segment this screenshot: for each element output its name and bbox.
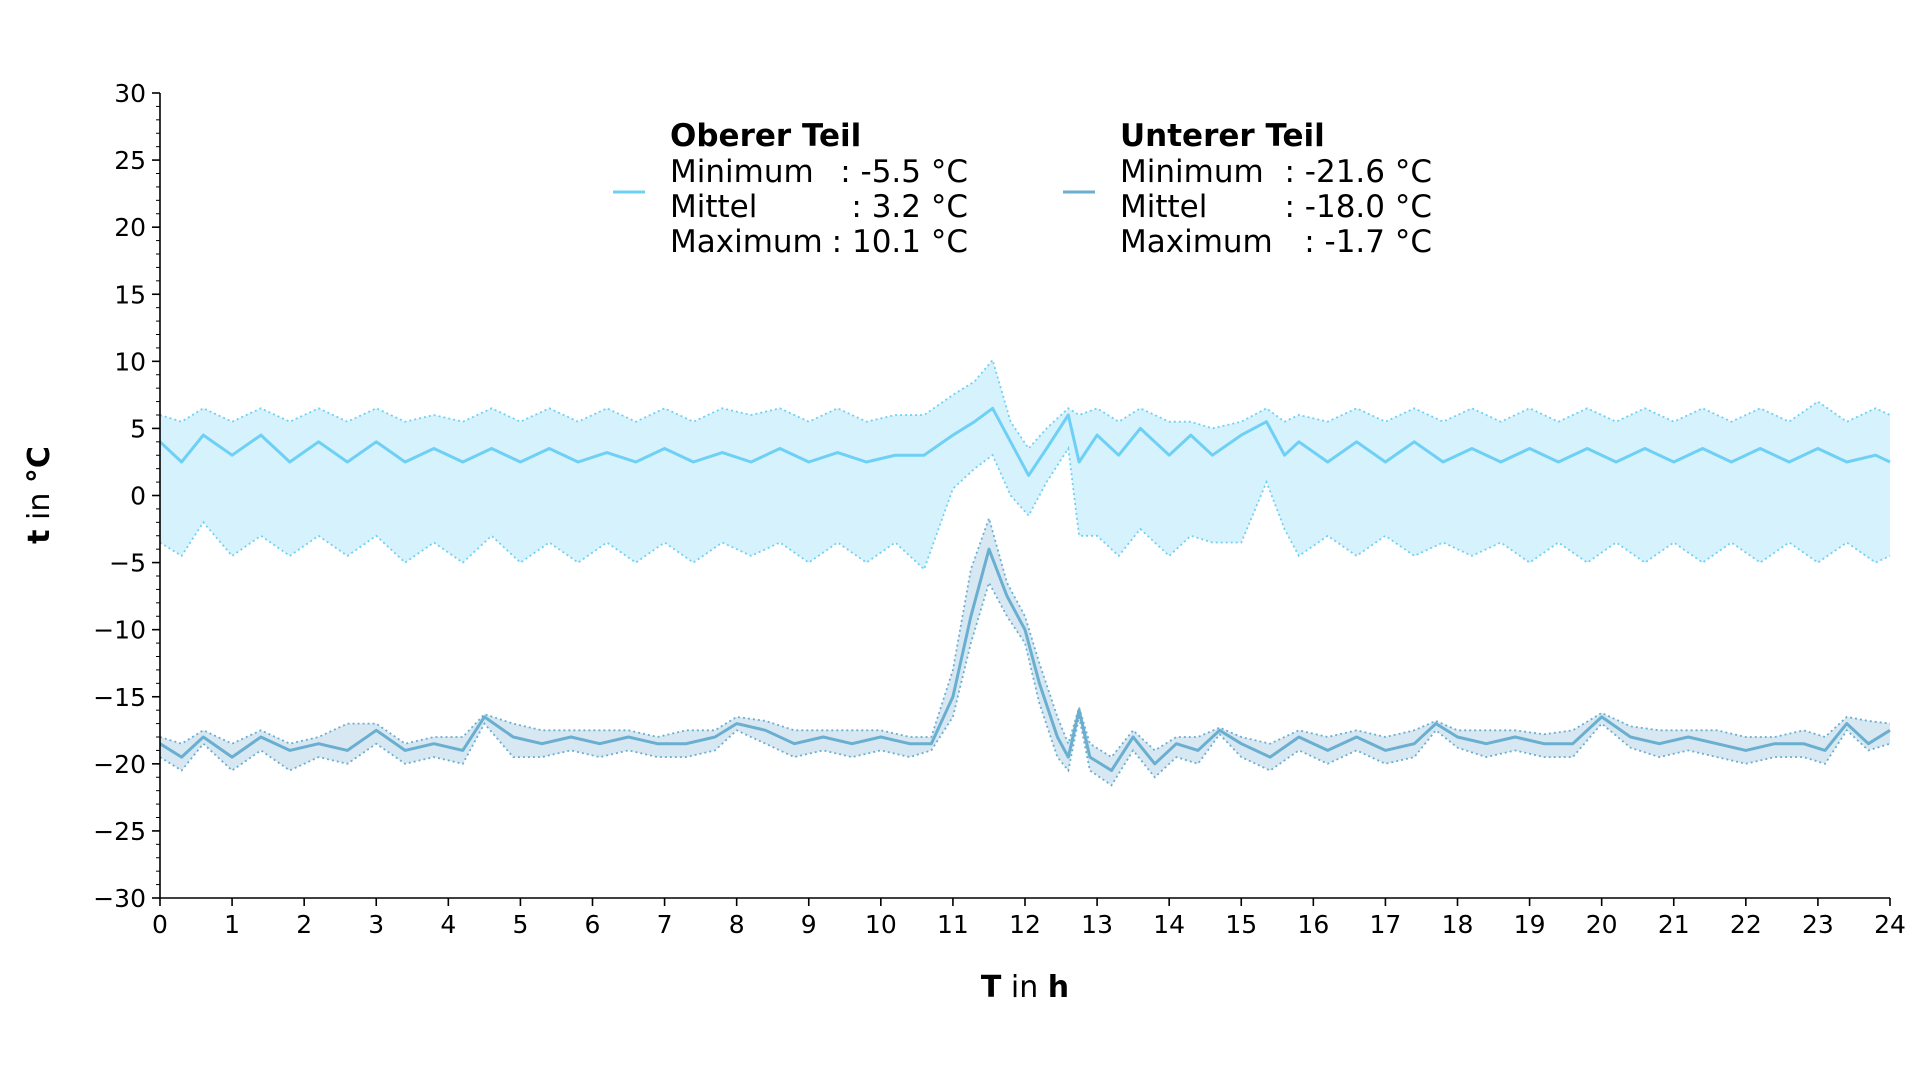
legend-stat-value: : -18.0 °C [1284,189,1432,225]
legend-stat-label: Mittel [1120,189,1207,225]
y-tick-label: −25 [93,817,146,846]
max-line-oberer-teil [159,358,1891,450]
y-axis-title-symbol: t [22,530,57,544]
legend-stat-label: Mittel [670,189,757,225]
y-tick-label: 10 [114,347,146,376]
legend-stat-value: : -1.7 °C [1304,224,1432,260]
y-tick-label: −30 [93,884,146,913]
x-tick-label: 10 [865,910,897,939]
legend-stat-value: : 3.2 °C [851,189,968,225]
mean-line-unterer-teil [159,547,1891,772]
legend: Oberer Teil Minimum : -5.5 °C Mittel : 3… [613,118,1432,260]
x-tick-label: 11 [937,910,969,939]
x-tick-label: 22 [1730,910,1762,939]
y-tick-label: 15 [114,280,146,309]
x-tick-label: 4 [440,910,456,939]
legend-title-oberer-teil: Oberer Teil [670,118,861,154]
x-tick-label: 8 [729,910,745,939]
x-tick-label: 24 [1874,910,1906,939]
legend-entry-oberer-teil: Oberer Teil Minimum : -5.5 °C Mittel : 3… [613,118,968,260]
y-axis-title: t in °C [22,446,57,544]
x-tick-label: 7 [657,910,673,939]
legend-stat-label: Maximum [670,224,823,260]
band-unterer-teil [160,518,1890,786]
x-tick-label: 12 [1009,910,1041,939]
max-line-unterer-teil [159,515,1891,759]
y-tick-label: 0 [130,482,146,511]
y-tick-label: −5 [109,549,146,578]
min-line-oberer-teil [159,445,1891,571]
legend-title-unterer-teil: Unterer Teil [1120,118,1325,154]
y-tick-label: −20 [93,750,146,779]
y-tick-label: 25 [114,146,146,175]
min-line-unterer-teil [159,580,1891,787]
y-tick-label: −10 [93,616,146,645]
x-tick-label: 15 [1225,910,1257,939]
x-tick-label: 17 [1370,910,1402,939]
x-tick-label: 20 [1586,910,1618,939]
y-tick-label: 20 [114,213,146,242]
legend-stat-value: : -21.6 °C [1284,154,1432,190]
x-tick-label: 14 [1153,910,1185,939]
y-axis-title-in: in [22,483,57,529]
x-tick-label: 9 [801,910,817,939]
legend-stat-label: Maximum [1120,224,1273,260]
x-tick-label: 6 [585,910,601,939]
y-tick-label: −15 [93,683,146,712]
x-tick-label: 13 [1081,910,1113,939]
x-tick-label: 5 [512,910,528,939]
x-tick-label: 18 [1442,910,1474,939]
x-axis-title-symbol: T [981,970,1002,1005]
x-tick-label: 2 [296,910,312,939]
legend-stat-label: Minimum [670,154,814,190]
legend-stat-value: : 10.1 °C [832,224,968,260]
x-tick-label: 3 [368,910,384,939]
x-tick-label: 23 [1802,910,1834,939]
legend-entry-unterer-teil: Unterer Teil Minimum : -21.6 °C Mittel :… [1063,118,1432,260]
band-oberer-teil [160,360,1890,570]
x-tick-label: 21 [1658,910,1690,939]
x-axis-title: T in h [981,970,1069,1005]
x-tick-label: 1 [224,910,240,939]
mean-line-oberer-teil [158,406,1891,477]
legend-stat-label: Minimum [1120,154,1264,190]
y-axis-title-unit: °C [22,446,57,483]
x-tick-label: 19 [1514,910,1546,939]
x-tick-label: 16 [1297,910,1329,939]
x-axis-title-unit: h [1048,970,1069,1005]
y-tick-label: 5 [130,414,146,443]
legend-stat-value: : -5.5 °C [840,154,968,190]
x-tick-label: 0 [152,910,168,939]
x-axis-title-in: in [1001,970,1047,1005]
y-tick-label: 30 [114,79,146,108]
